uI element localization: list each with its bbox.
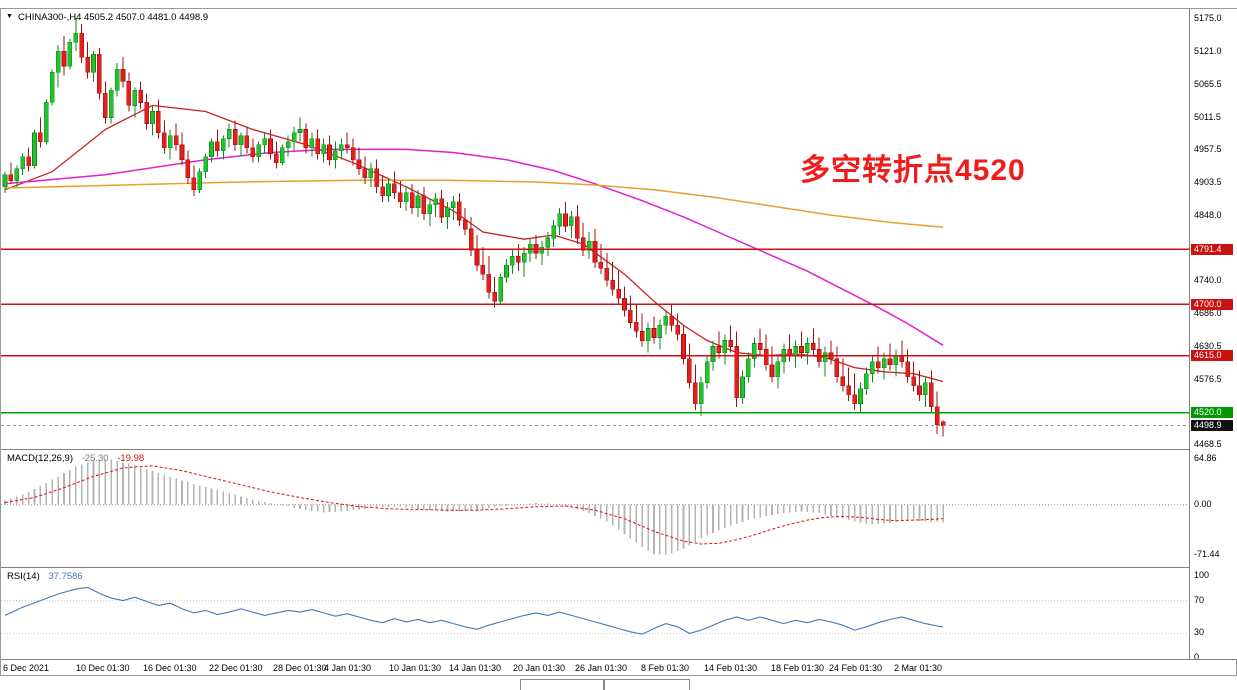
rsi-panel: RSI(14) 37.7586 — [1, 567, 1236, 659]
time-label: 24 Feb 01:30 — [829, 663, 883, 673]
price-tick-label: 4957.5 — [1194, 144, 1222, 154]
price-scale[interactable]: 5175.0 5121.0 5065.5 5011.5 4957.5 4903.5 4848… — [1189, 9, 1237, 662]
time-label: 10 Jan 01:30 — [389, 663, 442, 673]
macd-tick-label: 0.00 — [1194, 499, 1212, 509]
time-label: 14 Feb 01:30 — [704, 663, 758, 673]
price-line-badge: 4520.0 — [1191, 407, 1233, 418]
candles-layer — [2, 18, 946, 437]
time-label: 20 Jan 01:30 — [513, 663, 566, 673]
time-label: 8 Feb 01:30 — [641, 663, 690, 673]
time-scale[interactable]: 6 Dec 2021 10 Dec 01:30 16 Dec 01:30 22 Dec… — [1, 659, 1236, 676]
rsi-levels-layer — [1, 600, 1189, 634]
price-tick-label: 4903.5 — [1194, 177, 1222, 187]
trend-annotation-text: 多空转折点4520 — [800, 154, 1026, 187]
time-label: 6 Dec 2021 — [3, 663, 50, 673]
time-label: 28 Dec 01:30 — [273, 663, 327, 673]
price-line-badge: 4498.9 — [1191, 420, 1233, 431]
rsi-tick-label: 70 — [1194, 595, 1205, 605]
rsi-tick-label: 30 — [1194, 627, 1205, 637]
rsi-tick-label: 100 — [1194, 570, 1210, 580]
time-label: 26 Jan 01:30 — [575, 663, 628, 673]
price-tick-label: 4686.0 — [1194, 308, 1222, 318]
time-label: 10 Dec 01:30 — [76, 663, 130, 673]
rsi-value: 37.7586 — [48, 571, 83, 582]
price-tick-label: 4576.5 — [1194, 374, 1222, 384]
price-tick-label: 4468.5 — [1194, 439, 1222, 449]
symbol-ohlc-line: CHINA300-,H4 4505.2 4507.0 4481.0 4498.9 — [18, 12, 209, 23]
status-box-left — [520, 679, 604, 690]
price-tick-label: 4848.0 — [1194, 210, 1222, 220]
price-line-badge: 4615.0 — [1191, 350, 1233, 361]
time-label: 22 Dec 01:30 — [209, 663, 263, 673]
chart-frame: ▼ CHINA300-,H4 4505.2 4507.0 4481.0 4498… — [0, 8, 1237, 676]
rsi-line — [4, 586, 944, 635]
time-label: 16 Dec 01:30 — [143, 663, 197, 673]
macd-signal-value: -19.98 — [117, 453, 145, 464]
rsi-label: RSI(14) — [7, 571, 40, 582]
main-chart-svg[interactable] — [1, 9, 1189, 449]
price-line-badge: 4791.4 — [1191, 244, 1233, 255]
rsi-tick-label: 0 — [1194, 652, 1200, 662]
rsi-indicator-label: RSI(14) 37.7586 — [7, 571, 83, 582]
macd-chart-svg[interactable] — [1, 451, 1189, 567]
status-box-right — [604, 679, 690, 690]
symbol-dropdown-icon[interactable]: ▼ — [6, 13, 13, 20]
macd-histogram-layer — [4, 459, 944, 555]
hlines-layer — [1, 248, 1189, 427]
time-label: 14 Jan 01:30 — [449, 663, 502, 673]
macd-signal-line — [4, 465, 944, 545]
macd-panel: MACD(12,26,9) -25.30 -19.98 — [1, 449, 1236, 567]
macd-value: -25.30 — [81, 453, 109, 464]
price-tick-label: 4630.5 — [1194, 341, 1222, 351]
price-tick-label: 4740.0 — [1194, 275, 1222, 285]
time-label: 18 Feb 01:30 — [771, 663, 825, 673]
macd-label: MACD(12,26,9) — [7, 453, 73, 464]
price-tick-label: 5065.5 — [1194, 79, 1222, 89]
price-panel: ▼ CHINA300-,H4 4505.2 4507.0 4481.0 4498… — [1, 9, 1236, 449]
time-label: 2 Mar 01:30 — [894, 663, 943, 673]
price-line-badge: 4700.0 — [1191, 299, 1233, 310]
price-tick-label: 5121.0 — [1194, 46, 1222, 56]
time-label: 4 Jan 01:30 — [324, 663, 372, 673]
rsi-chart-svg[interactable] — [1, 569, 1189, 659]
macd-tick-label: 64.86 — [1194, 453, 1217, 463]
price-tick-label: 5175.0 — [1194, 13, 1222, 23]
price-tick-label: 5011.5 — [1194, 112, 1221, 122]
macd-indicator-label: MACD(12,26,9) -25.30 -19.98 — [7, 453, 144, 464]
macd-tick-label: -71.44 — [1194, 549, 1220, 559]
